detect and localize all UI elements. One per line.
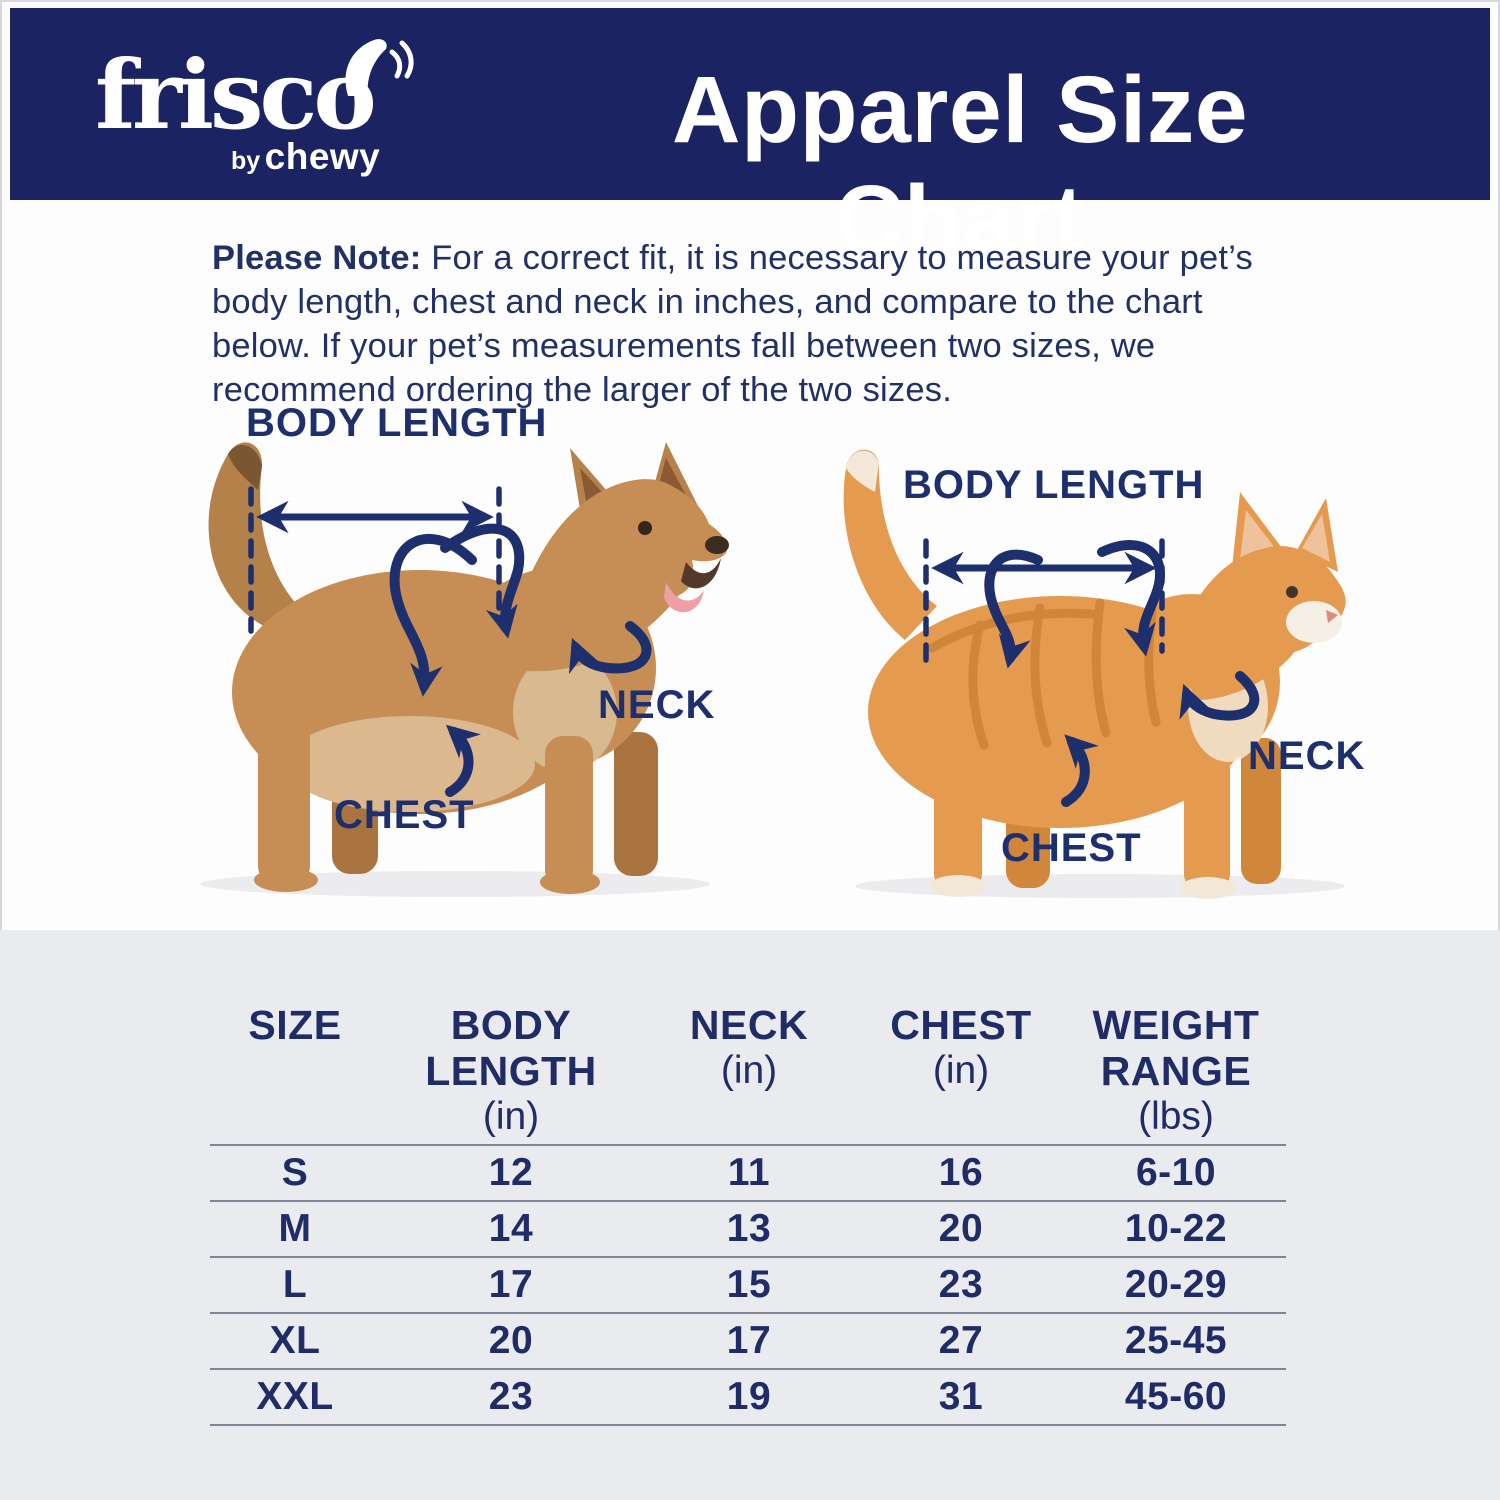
neck-cell: 13 [726, 1207, 772, 1250]
table-row-xxl: XXL 23 19 31 45-60 [210, 1370, 1286, 1426]
body-length-cell: 12 [488, 1151, 534, 1194]
col-header-size: SIZE [210, 1002, 380, 1142]
table-row-s: S 12 11 16 6-10 [210, 1146, 1286, 1202]
neck-cell: 15 [726, 1263, 772, 1306]
col-title: CHEST [890, 1002, 1032, 1048]
header-banner: frisco ® by chewy Apparel Size Chart [10, 8, 1490, 272]
size-cell: XL [269, 1319, 321, 1362]
col-header-neck: NECK (in) [642, 1002, 856, 1142]
body-length-cell: 20 [488, 1319, 534, 1362]
size-cell: M [278, 1207, 312, 1250]
cat-back-swirl-arrow [984, 549, 1043, 669]
neck-cell: 19 [726, 1375, 772, 1418]
chest-cell: 31 [938, 1375, 984, 1418]
col-unit: (in) [932, 1049, 990, 1092]
chest-cell: 27 [938, 1319, 984, 1362]
note-paragraph: Please Note: For a correct fit, it is ne… [212, 236, 1274, 412]
frisco-wordmark: frisco [95, 40, 377, 151]
chest-cell: 16 [938, 1151, 984, 1194]
col-unit: (lbs) [1138, 1095, 1214, 1138]
note-text: For a correct fit, it is necessary to me… [212, 239, 1253, 409]
chest-cell: 20 [938, 1207, 984, 1250]
byline-by: by [231, 147, 261, 175]
cat-illustration [843, 449, 1346, 899]
size-cell: XXL [256, 1375, 334, 1418]
body-length-cell: 23 [488, 1375, 534, 1418]
dog-withers-swirl-arrow [440, 523, 525, 639]
table-header-row: SIZE BODY LENGTH (in) NECK (in) CHEST (i… [210, 1002, 1286, 1146]
table-row-l: L 17 15 23 20-29 [210, 1258, 1286, 1314]
col-title: NECK [689, 1002, 809, 1048]
weight-cell: 10-22 [1124, 1207, 1228, 1250]
dog-chest-arrow [445, 724, 481, 797]
col-header-chest: CHEST (in) [856, 1002, 1066, 1142]
measurement-diagram [200, 442, 1346, 899]
cat-chest-label: CHEST [1001, 826, 1142, 870]
col-title: WEIGHT RANGE [1092, 1002, 1260, 1094]
chest-cell: 23 [938, 1263, 984, 1306]
chewy-wordmark: chewy [264, 136, 381, 177]
cat-neck-swirl-arrow [1179, 671, 1260, 721]
dog-chest-label: CHEST [334, 793, 475, 837]
cat-measurement-annotations [923, 538, 1260, 807]
logo-tail-swoosh-icon [345, 39, 414, 96]
weight-cell: 6-10 [1135, 1151, 1217, 1194]
neck-cell: 11 [727, 1151, 771, 1194]
note-label: Please Note: [212, 239, 422, 277]
table-row-m: M 14 13 20 10-22 [210, 1202, 1286, 1258]
weight-cell: 20-29 [1124, 1263, 1228, 1306]
registered-trademark: ® [357, 110, 369, 127]
neck-cell: 17 [726, 1319, 772, 1362]
cat-chest-arrow [1061, 734, 1099, 807]
size-cell: L [282, 1263, 308, 1306]
weight-cell: 25-45 [1124, 1319, 1228, 1362]
dog-measurement-annotations [248, 486, 652, 797]
col-unit: (in) [482, 1095, 540, 1138]
col-unit: (in) [720, 1049, 778, 1092]
size-table-panel: SIZE BODY LENGTH (in) NECK (in) CHEST (i… [0, 930, 1500, 1500]
col-header-weight-range: WEIGHT RANGE (lbs) [1066, 1002, 1286, 1142]
body-length-cell: 17 [488, 1263, 534, 1306]
size-cell: S [281, 1151, 309, 1194]
col-title: BODY LENGTH [425, 1002, 597, 1094]
col-title: SIZE [248, 1002, 342, 1048]
dog-neck-label: NECK [598, 683, 716, 727]
by-chewy-byline: by chewy [231, 136, 380, 178]
cat-body-length-label: BODY LENGTH [903, 463, 1205, 507]
page-title: Apparel Size Chart [671, 57, 1249, 272]
weight-cell: 45-60 [1124, 1375, 1228, 1418]
cat-neck-label: NECK [1248, 734, 1366, 778]
size-table: SIZE BODY LENGTH (in) NECK (in) CHEST (i… [210, 1002, 1286, 1426]
body-length-cell: 14 [488, 1207, 534, 1250]
dog-neck-swirl-arrow [568, 621, 652, 675]
frisco-logo: frisco ® by chewy [95, 39, 414, 177]
cat-withers-swirl-arrow [1097, 540, 1165, 657]
table-row-xl: XL 20 17 27 25-45 [210, 1314, 1286, 1370]
dog-body-length-label: BODY LENGTH [246, 401, 548, 445]
dog-back-swirl-arrow [389, 534, 477, 697]
col-header-body-length: BODY LENGTH (in) [380, 1002, 642, 1142]
